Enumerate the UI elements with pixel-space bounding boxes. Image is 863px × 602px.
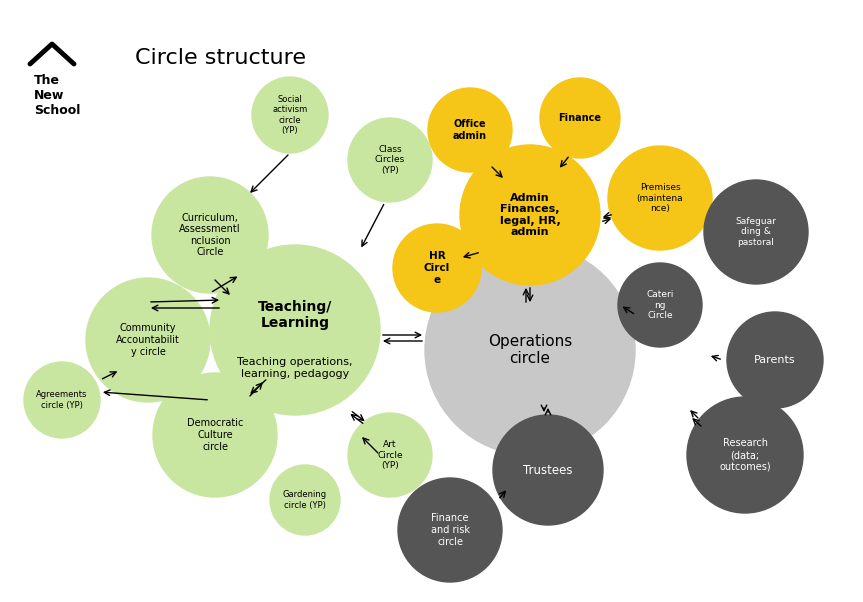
Text: Circle structure: Circle structure	[135, 48, 306, 68]
Text: Art
Circle
(YP): Art Circle (YP)	[377, 440, 403, 470]
Circle shape	[608, 146, 712, 250]
Circle shape	[270, 465, 340, 535]
Circle shape	[727, 312, 823, 408]
Text: Finance: Finance	[558, 113, 602, 123]
Circle shape	[618, 263, 702, 347]
Text: Research
(data;
outcomes): Research (data; outcomes)	[719, 438, 771, 471]
Circle shape	[540, 78, 620, 158]
Text: Social
activism
circle
(YP): Social activism circle (YP)	[273, 95, 307, 135]
Text: Agreements
circle (YP): Agreements circle (YP)	[36, 390, 88, 410]
Circle shape	[493, 415, 603, 525]
Circle shape	[704, 180, 808, 284]
Text: The
New
School: The New School	[34, 74, 80, 117]
Text: Teaching operations,
learning, pedagogy: Teaching operations, learning, pedagogy	[237, 358, 353, 379]
Text: Curriculum,
AssessmentI
nclusion
Circle: Curriculum, AssessmentI nclusion Circle	[180, 213, 241, 258]
Text: Democratic
Culture
circle: Democratic Culture circle	[186, 418, 243, 452]
Circle shape	[348, 118, 432, 202]
Text: HR
Circl
e: HR Circl e	[424, 252, 450, 285]
Circle shape	[393, 224, 481, 312]
Text: Cateri
ng
Circle: Cateri ng Circle	[646, 290, 674, 320]
Text: Safeguar
ding &
pastoral: Safeguar ding & pastoral	[735, 217, 777, 247]
Circle shape	[687, 397, 803, 513]
Text: Gardening
circle (YP): Gardening circle (YP)	[283, 490, 327, 510]
Text: Community
Accountabilit
y circle: Community Accountabilit y circle	[116, 323, 180, 356]
Text: Trustees: Trustees	[523, 464, 573, 477]
Circle shape	[86, 278, 210, 402]
Text: Operations
circle: Operations circle	[488, 334, 572, 366]
Text: Finance
and risk
circle: Finance and risk circle	[431, 514, 469, 547]
Circle shape	[460, 145, 600, 285]
Circle shape	[398, 478, 502, 582]
Circle shape	[210, 245, 380, 415]
Text: Teaching/
Learning: Teaching/ Learning	[258, 300, 332, 330]
Circle shape	[428, 88, 512, 172]
Text: Admin
Finances,
legal, HR,
admin: Admin Finances, legal, HR, admin	[500, 193, 560, 237]
Text: Premises
(maintena
nce): Premises (maintena nce)	[637, 183, 683, 213]
Circle shape	[348, 413, 432, 497]
Circle shape	[152, 177, 268, 293]
Text: Class
Circles
(YP): Class Circles (YP)	[375, 145, 405, 175]
Circle shape	[425, 245, 635, 455]
Text: Office
admin: Office admin	[453, 119, 487, 141]
Circle shape	[252, 77, 328, 153]
Circle shape	[153, 373, 277, 497]
Circle shape	[24, 362, 100, 438]
Text: Parents: Parents	[754, 355, 796, 365]
